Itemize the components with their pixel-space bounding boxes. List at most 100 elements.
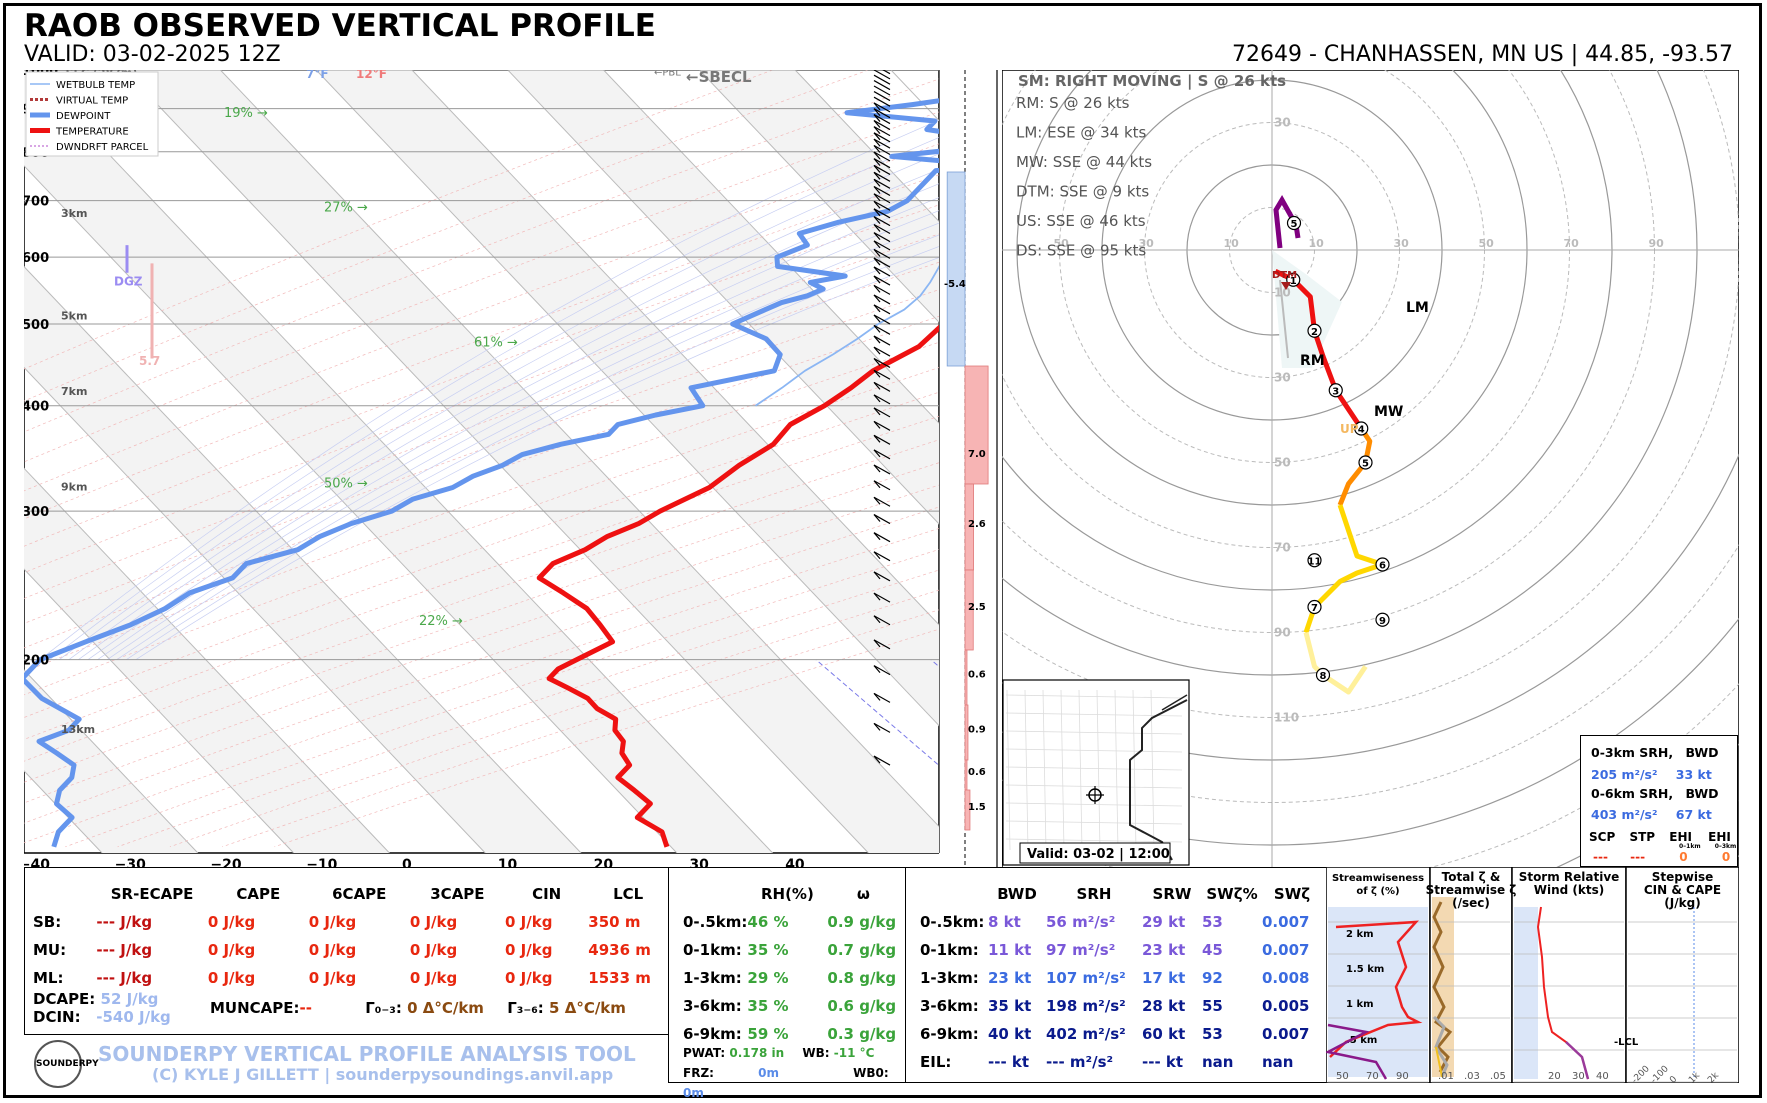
dcape-value: 52 J/kg xyxy=(100,990,159,1008)
wind-barb-flag xyxy=(873,394,881,403)
lapse-rate-label: 7.0 xyxy=(968,449,986,460)
wind-barb-flag xyxy=(873,434,881,443)
county-line xyxy=(1006,689,1011,851)
up-marker: UP xyxy=(1340,422,1359,436)
cell: 56 m²/s² xyxy=(1046,913,1116,931)
wind-barb-flag xyxy=(873,571,881,580)
tick-label: 90 xyxy=(1396,1071,1409,1082)
wind-barb xyxy=(873,532,891,543)
wind-barb xyxy=(873,248,891,259)
wind-barb xyxy=(873,755,891,766)
cell: 0.7 g/kg xyxy=(827,941,897,959)
tick-label: 20 xyxy=(1548,1071,1561,1082)
cell: 0.007 xyxy=(1262,941,1310,959)
pressure-tick-label: 500 xyxy=(24,318,49,333)
lower-panel-title: Stepwise xyxy=(1652,870,1714,884)
row-label: 0-1km: xyxy=(920,941,979,959)
lapse-rate-label: 0.9 xyxy=(968,725,986,736)
km-marker-label: 7 xyxy=(1311,603,1318,614)
cell: 0.8 g/kg xyxy=(827,969,897,987)
figure-frame xyxy=(3,3,1762,1098)
cell: 402 m²/s² xyxy=(1046,1025,1126,1043)
cell: 35 % xyxy=(747,941,789,959)
lower-panel-title: (/sec) xyxy=(1452,896,1490,910)
col-header: ω xyxy=(856,885,870,903)
col-header: BWD xyxy=(997,885,1037,903)
cell: 0 J/kg xyxy=(409,969,458,987)
muncape-label: MUNCAPE: xyxy=(210,999,300,1017)
isotherm-band xyxy=(124,70,939,853)
srw-low-trace xyxy=(1565,1041,1590,1080)
ring-label-vertical: 30 xyxy=(1274,371,1291,385)
cell: 55 xyxy=(1202,997,1223,1015)
cell: 0.008 xyxy=(1262,969,1310,987)
hodo-plot-area: 1010303050507070909030103050709011012345… xyxy=(1002,70,1739,868)
srh-value: 205 m²/s² xyxy=(1591,767,1658,782)
lcl-label: -LCL xyxy=(1614,1037,1639,1048)
index-value: --- xyxy=(1630,850,1646,864)
col-header: 3CAPE xyxy=(430,885,485,903)
km-marker-label: 5 xyxy=(1362,459,1369,470)
col-header: 6CAPE xyxy=(332,885,387,903)
profile-wetbulb-temp xyxy=(754,265,939,407)
county-line xyxy=(1096,689,1101,851)
bwd-value: 33 kt xyxy=(1675,767,1712,782)
wind-barb xyxy=(873,592,891,603)
srh-label: 0-3km SRH, xyxy=(1591,745,1674,760)
dcin-label: DCIN: xyxy=(33,1008,81,1026)
wind-barb xyxy=(873,144,891,156)
wind-barb xyxy=(873,420,891,431)
skewt-plot-area xyxy=(24,70,939,853)
lapse-rate-bar xyxy=(964,569,974,651)
thermo-params-panel: SR-ECAPE CAPE 6CAPE 3CAPE CIN LCL SB: --… xyxy=(24,867,669,1035)
tick-label: .01 xyxy=(1438,1071,1454,1082)
wind-barb xyxy=(873,294,891,305)
km-marker xyxy=(1315,667,1331,683)
wind-barb-flag xyxy=(873,108,881,117)
cell: 107 m²/s² xyxy=(1046,969,1126,987)
index-value: 0 xyxy=(1721,850,1731,864)
wind-barb xyxy=(873,381,891,392)
lower-panel-frame xyxy=(1625,867,1739,1083)
wind-barb xyxy=(873,193,891,204)
col-header: SRW xyxy=(1152,885,1192,903)
index-label: SCP xyxy=(1589,830,1616,844)
km-marker xyxy=(1307,599,1322,615)
index-label: EHI xyxy=(1708,830,1731,844)
county-line xyxy=(1024,689,1029,851)
wind-barb-flag xyxy=(873,369,881,378)
x-tick-label: 0 xyxy=(402,857,412,870)
ring-label-vertical: 50 xyxy=(1274,456,1291,470)
moisture-panel: RH(%) ω 0-.5km: 46 % 0.9 g/kg 0-1km: 35 % 0.… xyxy=(668,867,906,1100)
pressure-tick-label: 300 xyxy=(24,505,49,520)
cell: 23 kt xyxy=(1142,941,1186,959)
dry-adiabat xyxy=(24,111,939,463)
tick-label: 50 xyxy=(1336,1071,1349,1082)
legend-label: WETBULB TEMP xyxy=(56,80,135,91)
wind-barb-flag xyxy=(873,723,881,731)
srh-box: 0-3km SRH, BWD 205 m²/s² 33 kt 0-6km SRH… xyxy=(1580,735,1738,867)
height-label: 2 km xyxy=(1346,929,1374,940)
lapse-rate-label: 0.6 xyxy=(968,670,986,681)
wind-barb-flag xyxy=(873,449,881,458)
row-label: MU: xyxy=(33,941,67,959)
wind-barb-flag xyxy=(873,132,881,141)
pressure-tick-label: 700 xyxy=(24,195,49,210)
wind-barb xyxy=(873,304,891,315)
cell: 11 kt xyxy=(988,941,1032,959)
wind-barb-flag xyxy=(873,145,881,153)
wind-barb-flag xyxy=(873,200,881,209)
frz-label: FRZ: xyxy=(683,1066,714,1080)
lapse-rate-bar xyxy=(964,789,971,831)
srh-label: 0-6km SRH, xyxy=(1591,786,1674,801)
wind-barb-flag xyxy=(873,314,881,323)
cell: 92 xyxy=(1202,969,1223,987)
inset-valid-label: Valid: 03-02 | 12:00 xyxy=(1027,847,1170,862)
lapse-rate-bar xyxy=(964,365,989,485)
lower-panel-title: Storm Relative xyxy=(1519,870,1620,884)
wind-barb xyxy=(873,96,891,107)
wind-barb xyxy=(873,369,891,380)
cell: 53 xyxy=(1202,1025,1223,1043)
county-line xyxy=(1005,712,1183,717)
wind-barb-flag xyxy=(873,114,881,122)
